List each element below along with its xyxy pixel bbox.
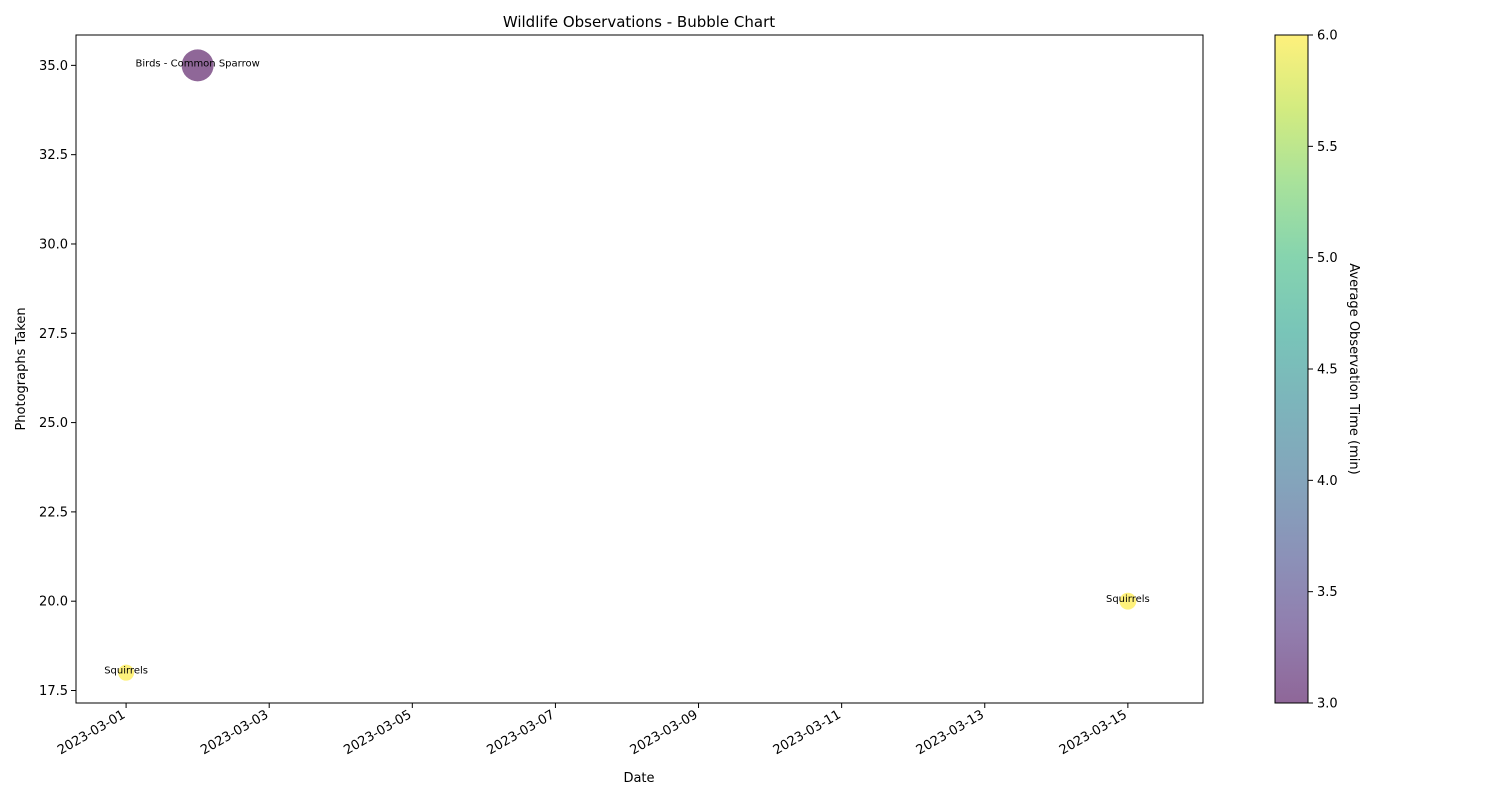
colorbar-tick-label: 5.0 [1317, 251, 1338, 266]
points-layer [118, 49, 1137, 681]
bubble-point [181, 49, 214, 82]
y-tick-label: 22.5 [39, 505, 68, 520]
bubble-point [1119, 592, 1137, 610]
colorbar-tick-label: 3.0 [1317, 697, 1338, 712]
plot-area: Squirrels Birds - Common Sparrow Squirrels [75, 34, 1204, 704]
y-axis-title: Photographs Taken [14, 307, 29, 430]
point-labels-layer: Squirrels Birds - Common Sparrow Squirrels [104, 58, 1150, 676]
y-tick-label: 27.5 [39, 327, 68, 342]
x-tick-label: 2023-03-03 [198, 707, 271, 758]
colorbar-title: Average Observation Time (min) [1346, 263, 1361, 474]
x-tick-label: 2023-03-01 [55, 707, 128, 758]
x-axis: 2023-03-01 2023-03-03 2023-03-05 2023-03-07… [55, 703, 1130, 758]
colorbar: 3.0 3.5 4.0 4.5 5.0 5.5 6.0 Average Observatio… [1274, 29, 1361, 712]
y-axis: 17.5 20.0 22.5 25.0 27.5 30.0 32.5 35.0 [39, 59, 76, 699]
x-tick-label: 2023-03-07 [484, 707, 557, 758]
chart-title: Wildlife Observations - Bubble Chart [503, 13, 775, 31]
colorbar-tick-label: 3.5 [1317, 585, 1338, 600]
x-tick-label: 2023-03-13 [914, 707, 987, 758]
x-tick-label: 2023-03-09 [628, 707, 701, 758]
point-label: Squirrels [104, 666, 148, 677]
plot-frame [75, 34, 1204, 704]
x-tick-label: 2023-03-05 [341, 707, 414, 758]
point-label: Birds - Common Sparrow [136, 58, 260, 69]
y-tick-label: 20.0 [39, 595, 68, 610]
y-tick-label: 30.0 [39, 237, 68, 252]
x-tick-label: 2023-03-11 [771, 707, 844, 758]
x-tick-label: 2023-03-15 [1057, 707, 1130, 758]
y-tick-label: 17.5 [39, 684, 68, 699]
colorbar-tick-label: 4.0 [1317, 474, 1338, 489]
colorbar-gradient [1275, 35, 1308, 703]
colorbar-tick-label: 4.5 [1317, 363, 1338, 378]
colorbar-ticks: 3.0 3.5 4.0 4.5 5.0 5.5 6.0 [1308, 29, 1338, 712]
y-tick-label: 35.0 [39, 59, 68, 74]
bubble-point [118, 664, 135, 681]
colorbar-tick-label: 5.5 [1317, 140, 1338, 155]
y-tick-label: 25.0 [39, 416, 68, 431]
x-axis-title: Date [623, 771, 654, 786]
colorbar-tick-label: 6.0 [1317, 29, 1338, 44]
point-label: Squirrels [1106, 594, 1150, 605]
y-tick-label: 32.5 [39, 148, 68, 163]
